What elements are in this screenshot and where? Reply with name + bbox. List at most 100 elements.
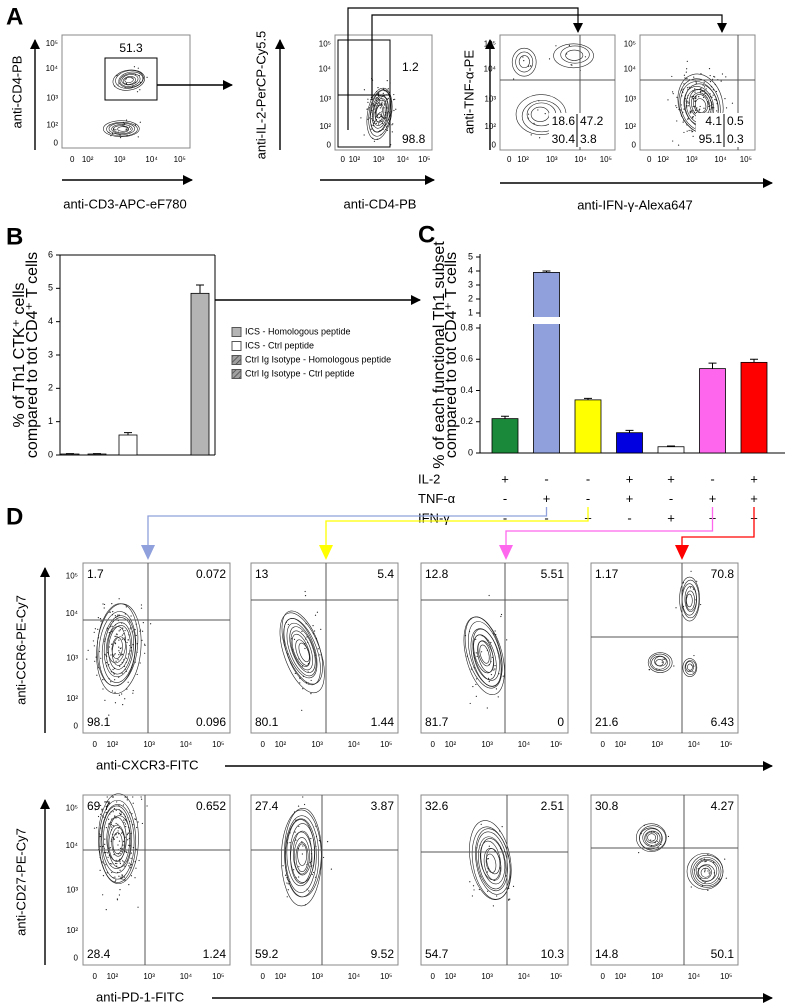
x-tick-label: 10³ <box>481 740 493 749</box>
event-dot <box>693 112 695 114</box>
event-dot <box>686 97 689 99</box>
event-dot <box>113 825 115 827</box>
event-dot <box>370 99 372 101</box>
event-dot <box>378 99 381 101</box>
x-tick-label: 10² <box>657 155 669 164</box>
event-dot <box>119 812 121 814</box>
event-dot <box>124 637 126 639</box>
event-dot <box>379 119 381 121</box>
event-dot <box>692 135 694 137</box>
event-dot <box>119 862 121 865</box>
event-dot <box>476 847 478 849</box>
event-dot <box>107 652 109 654</box>
event-dot <box>497 696 499 698</box>
event-dot <box>688 102 690 104</box>
event-dot <box>529 65 532 67</box>
x-tick-label: 0 <box>507 155 512 164</box>
contour <box>293 837 310 875</box>
event-dot <box>131 813 133 815</box>
x-tick-label: 10⁴ <box>518 972 531 981</box>
y-tick-label: 10⁵ <box>319 39 331 48</box>
event-dot <box>102 894 104 896</box>
event-dot <box>146 76 148 78</box>
contour <box>695 98 707 113</box>
event-dot <box>486 649 489 651</box>
event-dot <box>684 98 686 100</box>
quadrant-value: 9.52 <box>371 947 395 961</box>
event-dot <box>102 688 104 690</box>
y-tick-label: 10² <box>624 122 636 131</box>
event-dot <box>704 881 706 884</box>
event-dot <box>106 665 108 667</box>
quadrant-value: 30.4 <box>552 132 576 146</box>
event-dot <box>376 102 378 104</box>
event-dot <box>710 86 712 88</box>
event-dot <box>378 123 380 125</box>
event-dot <box>135 818 137 821</box>
event-dot <box>121 874 124 876</box>
event-dot <box>129 131 131 133</box>
event-dot <box>383 89 386 92</box>
y-tick-label: 10³ <box>319 95 331 104</box>
quadrant-value: 12.8 <box>425 567 449 581</box>
event-dot <box>124 815 126 817</box>
event-dot <box>294 831 296 833</box>
contour <box>285 818 317 893</box>
event-dot <box>111 614 114 616</box>
event-dot <box>111 796 113 798</box>
event-dot <box>100 827 102 829</box>
event-dot <box>326 841 329 843</box>
event-dot <box>377 113 379 115</box>
event-dot <box>523 60 525 62</box>
event-dot <box>487 677 490 679</box>
event-dot <box>495 634 497 636</box>
y-tick-label: 10⁵ <box>484 39 496 48</box>
quadrant-value: 95.1 <box>699 132 723 146</box>
contour <box>639 827 663 850</box>
event-dot <box>102 875 105 877</box>
event-dot <box>505 875 507 877</box>
condition-sign: - <box>586 491 590 506</box>
event-dot <box>112 811 114 813</box>
contour <box>479 840 501 881</box>
event-dot <box>125 661 127 664</box>
event-dot <box>110 681 112 683</box>
bar <box>657 446 685 454</box>
event-dot <box>290 828 292 830</box>
x-tick-label: 10⁴ <box>574 155 587 164</box>
plot-frame <box>82 794 231 966</box>
event-dot <box>293 869 295 871</box>
event-dot <box>695 82 697 84</box>
link-line <box>325 507 589 546</box>
x-tick-label: 10³ <box>686 155 698 164</box>
event-dot <box>114 691 116 694</box>
contour <box>98 799 137 883</box>
event-dot <box>135 634 137 637</box>
contour <box>468 621 503 687</box>
event-dot <box>144 652 146 654</box>
event-dot <box>695 111 698 114</box>
x-tick-label: 10² <box>107 740 119 749</box>
event-dot <box>119 861 121 863</box>
event-dot <box>375 98 377 100</box>
event-dot <box>93 645 95 647</box>
event-dot <box>682 582 685 584</box>
event-dot <box>304 904 307 906</box>
event-dot <box>292 649 294 651</box>
event-dot <box>707 103 709 105</box>
contour <box>472 628 500 681</box>
event-dot <box>119 847 122 849</box>
event-dot <box>379 107 382 109</box>
event-dot <box>694 100 696 102</box>
event-dot <box>315 835 318 838</box>
event-dot <box>708 872 710 874</box>
event-dot <box>109 611 111 613</box>
event-dot <box>112 876 114 879</box>
event-dot <box>374 105 376 107</box>
event-dot <box>715 90 718 93</box>
event-dot <box>119 852 121 855</box>
event-dot <box>130 128 132 130</box>
event-dot <box>103 603 106 606</box>
event-dot <box>291 638 293 640</box>
contour <box>694 859 720 885</box>
